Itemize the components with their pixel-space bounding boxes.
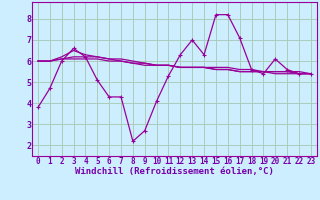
X-axis label: Windchill (Refroidissement éolien,°C): Windchill (Refroidissement éolien,°C) <box>75 167 274 176</box>
